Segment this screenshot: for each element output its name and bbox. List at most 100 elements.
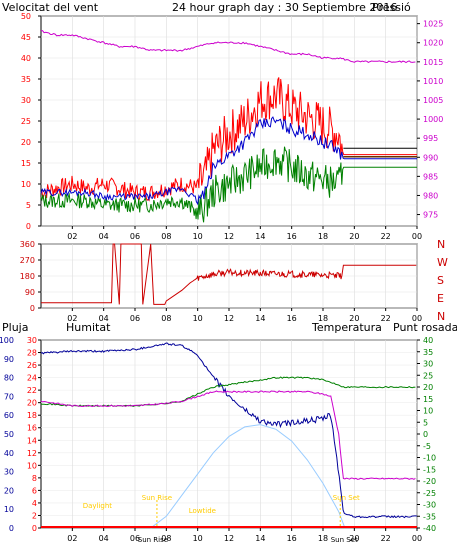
wind-gust-line — [40, 77, 417, 203]
wind-tick-label: 25 — [21, 117, 31, 126]
x-tick-label: 04 — [99, 534, 109, 543]
x-tick-label: 14 — [255, 534, 265, 543]
rain-tick-label: 50 — [4, 430, 14, 439]
temperature-tick-label: 25 — [423, 371, 433, 380]
wind-tick-label: 40 — [21, 54, 31, 63]
wind-axis-title: Velocitat del vent — [2, 1, 99, 14]
humidity-tick-label: 8 — [32, 474, 37, 483]
humidity-tick-label: 10 — [27, 461, 37, 470]
x-tick-label: 22 — [381, 232, 391, 241]
wind-tick-label: 50 — [21, 12, 31, 21]
rain-tick-label: 40 — [4, 449, 14, 458]
sunset-axis-label: Sun Set — [331, 536, 358, 544]
humidity-tick-label: 26 — [27, 361, 37, 370]
wind-tick-label: 15 — [21, 159, 31, 168]
pressure-tick-label: 1010 — [423, 77, 443, 86]
rain-tick-label: 80 — [4, 374, 14, 383]
x-tick-label: 22 — [381, 314, 391, 323]
wind-avg-line — [40, 116, 417, 206]
pressure-tick-label: 980 — [423, 191, 438, 200]
wind-min-line — [40, 146, 417, 223]
temp-time-ticks: 02 04 06 08 10 12 14 16 18 20 22 00 — [67, 528, 422, 543]
direction-degree-ticks: 0 90 180 270 360 — [20, 240, 41, 313]
pressure-axis-title: Pressió — [372, 1, 411, 14]
humidity-tick-label: 2 — [32, 511, 37, 520]
direction-tick-label: 360 — [20, 240, 35, 249]
x-tick-label: 00 — [412, 314, 422, 323]
wind-speed-ticks: 0 5 10 15 20 25 30 35 40 45 50 — [21, 12, 41, 231]
humidity-line — [40, 342, 418, 519]
wind-direction-line — [41, 243, 417, 305]
rain-tick-label: 10 — [4, 505, 14, 514]
x-tick-label: 18 — [318, 534, 328, 543]
temperature-tick-label: -30 — [423, 501, 436, 510]
x-tick-label: 10 — [193, 232, 203, 241]
daylight-label: Daylight — [83, 502, 113, 510]
humidity-tick-label: 28 — [27, 349, 37, 358]
humidity-tick-label: 30 — [27, 336, 37, 345]
temperature-tick-label: -40 — [423, 524, 436, 533]
humidity-tick-label: 22 — [27, 386, 37, 395]
wind-tick-label: 10 — [21, 180, 31, 189]
wind-tick-label: 45 — [21, 33, 31, 42]
pressure-tick-label: 1000 — [423, 115, 443, 124]
direction-tick-label: 180 — [20, 272, 35, 281]
temp-grid — [41, 339, 418, 529]
rain-tick-label: 70 — [4, 392, 14, 401]
x-tick-label: 08 — [161, 534, 171, 543]
humidity-tick-label: 14 — [27, 436, 37, 445]
x-tick-label: 20 — [349, 232, 359, 241]
humidity-tick-label: 6 — [32, 486, 37, 495]
x-tick-label: 22 — [381, 534, 391, 543]
humidity-tick-label: 20 — [27, 399, 37, 408]
lowtide-label: Lowtide — [189, 507, 216, 515]
x-tick-label: 12 — [224, 232, 234, 241]
x-tick-label: 18 — [318, 232, 328, 241]
wind-tick-label: 5 — [26, 201, 31, 210]
x-tick-label: 06 — [130, 232, 140, 241]
chart-title: 24 hour graph day : 30 Septiembre 2016 — [172, 1, 397, 14]
rain-tick-label: 30 — [4, 468, 14, 477]
x-tick-label: 14 — [255, 232, 265, 241]
temperature-tick-label: -20 — [423, 477, 436, 486]
x-tick-label: 14 — [255, 314, 265, 323]
humidity-axis-title: Humitat — [66, 321, 111, 334]
x-tick-label: 04 — [99, 314, 109, 323]
temperature-tick-label: -5 — [423, 442, 431, 451]
pressure-tick-label: 990 — [423, 153, 438, 162]
humidity-tick-label: 12 — [27, 449, 37, 458]
temperature-ticks: -40 -35 -30 -25 -20 -15 -10 -5 0 5 10 15 20 25 30 35 40 — [417, 336, 436, 533]
temperature-tick-label: -15 — [423, 465, 436, 474]
pressure-tick-label: 995 — [423, 134, 438, 143]
sunrise-axis-label: Sun Rise — [138, 536, 168, 544]
direction-tick-label: 0 — [30, 304, 35, 313]
x-tick-label: 02 — [67, 314, 77, 323]
x-tick-label: 20 — [349, 314, 359, 323]
temperature-tick-label: 20 — [423, 383, 433, 392]
x-tick-label: 06 — [130, 314, 140, 323]
temperature-tick-label: -25 — [423, 489, 436, 498]
x-tick-label: 04 — [99, 232, 109, 241]
sunset-label: Sun Set — [333, 494, 360, 502]
pressure-tick-label: 975 — [423, 211, 438, 220]
x-tick-label: 08 — [161, 314, 171, 323]
compass-label: E — [437, 292, 444, 305]
sun-annotations: Sun Rise Sun Set Daylight Lowtide Sun Rise Su… — [83, 494, 360, 544]
x-tick-label: 00 — [412, 232, 422, 241]
wind-tick-label: 30 — [21, 96, 31, 105]
x-tick-label: 16 — [287, 534, 297, 543]
temperature-tick-label: 15 — [423, 395, 433, 404]
temperature-tick-label: 30 — [423, 360, 433, 369]
wind-tick-label: 0 — [26, 222, 31, 231]
temperature-tick-label: 10 — [423, 407, 433, 416]
pressure-tick-label: 1005 — [423, 96, 443, 105]
temperature-tick-label: 35 — [423, 348, 433, 357]
rain-tick-label: 60 — [4, 411, 14, 420]
wind-series — [40, 30, 417, 223]
temperature-tick-label: -35 — [423, 512, 436, 521]
